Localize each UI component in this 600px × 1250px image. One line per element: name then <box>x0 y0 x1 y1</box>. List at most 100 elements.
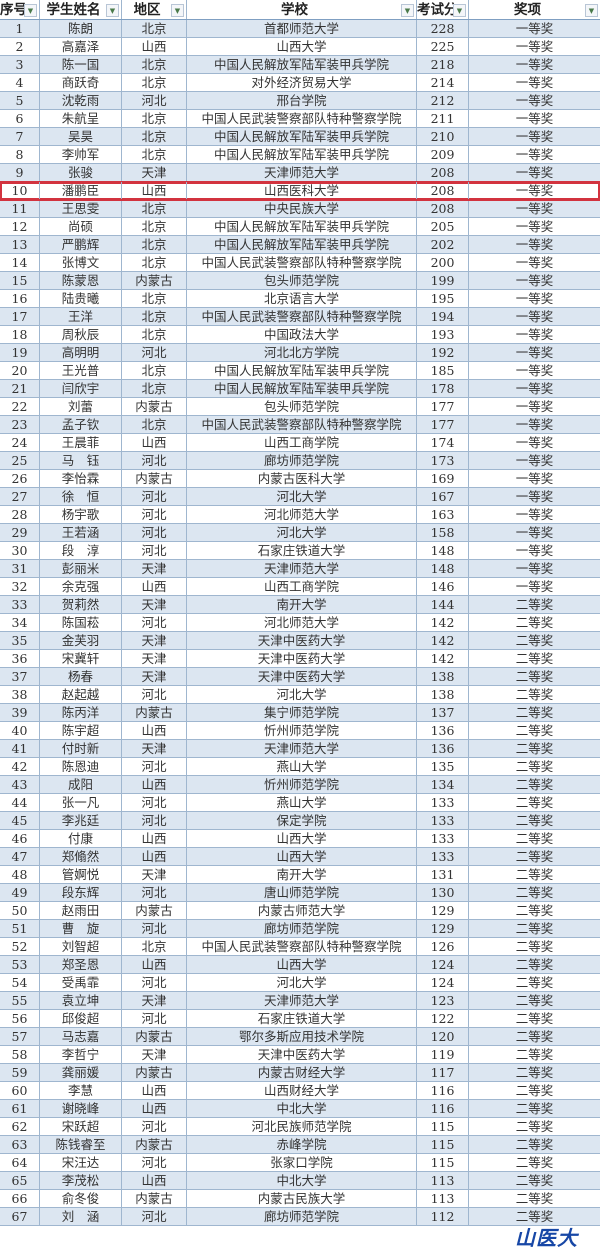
table-row[interactable]: 54 受禹霏 河北 河北大学 124 二等奖 <box>0 974 600 992</box>
cell-no[interactable]: 9 <box>0 164 40 181</box>
cell-no[interactable]: 48 <box>0 866 40 883</box>
table-row[interactable]: 26 李怡霖 内蒙古 内蒙古医科大学 169 一等奖 <box>0 470 600 488</box>
cell-name[interactable]: 王若涵 <box>40 524 122 541</box>
cell-score[interactable]: 209 <box>417 146 469 163</box>
cell-name[interactable]: 李怡霖 <box>40 470 122 487</box>
cell-name[interactable]: 袁立坤 <box>40 992 122 1009</box>
cell-score[interactable]: 167 <box>417 488 469 505</box>
cell-school[interactable]: 天津师范大学 <box>187 164 417 181</box>
cell-school[interactable]: 天津中医药大学 <box>187 650 417 667</box>
cell-school[interactable]: 中国人民解放军陆军装甲兵学院 <box>187 218 417 235</box>
cell-school[interactable]: 中国人民武装警察部队特种警察学院 <box>187 938 417 955</box>
cell-name[interactable]: 段 淳 <box>40 542 122 559</box>
cell-no[interactable]: 16 <box>0 290 40 307</box>
cell-school[interactable]: 中国人民武装警察部队特种警察学院 <box>187 254 417 271</box>
cell-award[interactable]: 一等奖 <box>515 39 554 54</box>
cell-award[interactable]: 二等奖 <box>515 939 554 954</box>
cell-region[interactable]: 天津 <box>122 164 187 181</box>
cell-award[interactable]: 一等奖 <box>515 147 554 162</box>
filter-dropdown-icon[interactable]: ▼ <box>401 4 414 17</box>
cell-name[interactable]: 王思雯 <box>40 200 122 217</box>
cell-name[interactable]: 高嘉泽 <box>40 38 122 55</box>
cell-region[interactable]: 山西 <box>122 848 187 865</box>
cell-name[interactable]: 孟子钦 <box>40 416 122 433</box>
cell-region[interactable]: 河北 <box>122 884 187 901</box>
cell-school[interactable]: 中央民族大学 <box>187 200 417 217</box>
cell-name[interactable]: 李慧 <box>40 1082 122 1099</box>
table-row[interactable]: 22 刘蕾 内蒙古 包头师范学院 177 一等奖 <box>0 398 600 416</box>
cell-name[interactable]: 徐 恒 <box>40 488 122 505</box>
table-row[interactable]: 42 陈恩迪 河北 燕山大学 135 二等奖 <box>0 758 600 776</box>
cell-score[interactable]: 163 <box>417 506 469 523</box>
cell-name[interactable]: 郑圣恩 <box>40 956 122 973</box>
table-row[interactable]: 47 郑翛然 山西 山西大学 133 二等奖 <box>0 848 600 866</box>
cell-name[interactable]: 李帅军 <box>40 146 122 163</box>
table-row[interactable]: 16 陆贵曦 北京 北京语言大学 195 一等奖 <box>0 290 600 308</box>
cell-no[interactable]: 53 <box>0 956 40 973</box>
cell-score[interactable]: 135 <box>417 758 469 775</box>
cell-name[interactable]: 吴昊 <box>40 128 122 145</box>
cell-region[interactable]: 内蒙古 <box>122 470 187 487</box>
table-row[interactable]: 2 高嘉泽 山西 山西大学 225 一等奖 <box>0 38 600 56</box>
cell-name[interactable]: 陈钱睿至 <box>40 1136 122 1153</box>
cell-award[interactable]: 一等奖 <box>515 543 554 558</box>
cell-score[interactable]: 138 <box>417 686 469 703</box>
cell-award[interactable]: 一等奖 <box>515 255 554 270</box>
cell-award[interactable]: 二等奖 <box>515 975 554 990</box>
cell-score[interactable]: 200 <box>417 254 469 271</box>
cell-region[interactable]: 北京 <box>122 56 187 73</box>
cell-no[interactable]: 4 <box>0 74 40 91</box>
cell-award[interactable]: 二等奖 <box>515 813 554 828</box>
cell-score[interactable]: 123 <box>417 992 469 1009</box>
cell-award[interactable]: 一等奖 <box>515 219 554 234</box>
cell-region[interactable]: 北京 <box>122 74 187 91</box>
cell-region[interactable]: 北京 <box>122 290 187 307</box>
cell-no[interactable]: 18 <box>0 326 40 343</box>
cell-name[interactable]: 张骏 <box>40 164 122 181</box>
cell-award[interactable]: 一等奖 <box>515 525 554 540</box>
cell-region[interactable]: 河北 <box>122 1208 187 1225</box>
cell-award[interactable]: 一等奖 <box>515 417 554 432</box>
table-row[interactable]: 58 李哲宁 天津 天津中医药大学 119 二等奖 <box>0 1046 600 1064</box>
cell-region[interactable]: 河北 <box>122 614 187 631</box>
cell-score[interactable]: 142 <box>417 632 469 649</box>
cell-school[interactable]: 山西大学 <box>187 848 417 865</box>
cell-name[interactable]: 尚硕 <box>40 218 122 235</box>
cell-award[interactable]: 二等奖 <box>515 741 554 756</box>
cell-region[interactable]: 河北 <box>122 92 187 109</box>
cell-school[interactable]: 中国人民解放军陆军装甲兵学院 <box>187 146 417 163</box>
cell-no[interactable]: 55 <box>0 992 40 1009</box>
cell-score[interactable]: 173 <box>417 452 469 469</box>
cell-name[interactable]: 陈宇超 <box>40 722 122 739</box>
cell-score[interactable]: 178 <box>417 380 469 397</box>
cell-score[interactable]: 169 <box>417 470 469 487</box>
table-row[interactable]: 40 陈宇超 山西 忻州师范学院 136 二等奖 <box>0 722 600 740</box>
cell-name[interactable]: 李哲宁 <box>40 1046 122 1063</box>
cell-school[interactable]: 集宁师范学院 <box>187 704 417 721</box>
cell-region[interactable]: 天津 <box>122 740 187 757</box>
cell-no[interactable]: 46 <box>0 830 40 847</box>
cell-award[interactable]: 二等奖 <box>515 1047 554 1062</box>
cell-region[interactable]: 北京 <box>122 380 187 397</box>
table-row[interactable]: 49 段东辉 河北 唐山师范学院 130 二等奖 <box>0 884 600 902</box>
table-row[interactable]: 44 张一凡 河北 燕山大学 133 二等奖 <box>0 794 600 812</box>
cell-award[interactable]: 二等奖 <box>515 1191 554 1206</box>
cell-no[interactable]: 40 <box>0 722 40 739</box>
cell-no[interactable]: 11 <box>0 200 40 217</box>
cell-score[interactable]: 212 <box>417 92 469 109</box>
cell-school[interactable]: 山西大学 <box>187 956 417 973</box>
table-row[interactable]: 5 沈乾雨 河北 邢台学院 212 一等奖 <box>0 92 600 110</box>
cell-no[interactable]: 60 <box>0 1082 40 1099</box>
table-row[interactable]: 4 商跃奇 北京 对外经济贸易大学 214 一等奖 <box>0 74 600 92</box>
cell-score[interactable]: 194 <box>417 308 469 325</box>
cell-name[interactable]: 陈一国 <box>40 56 122 73</box>
cell-region[interactable]: 北京 <box>122 308 187 325</box>
cell-award[interactable]: 一等奖 <box>515 111 554 126</box>
table-row[interactable]: 17 王洋 北京 中国人民武装警察部队特种警察学院 194 一等奖 <box>0 308 600 326</box>
cell-score[interactable]: 195 <box>417 290 469 307</box>
cell-award[interactable]: 一等奖 <box>515 363 554 378</box>
cell-name[interactable]: 马志嘉 <box>40 1028 122 1045</box>
header-award[interactable]: 奖项 ▼ <box>469 0 600 19</box>
cell-no[interactable]: 37 <box>0 668 40 685</box>
cell-school[interactable]: 南开大学 <box>187 866 417 883</box>
